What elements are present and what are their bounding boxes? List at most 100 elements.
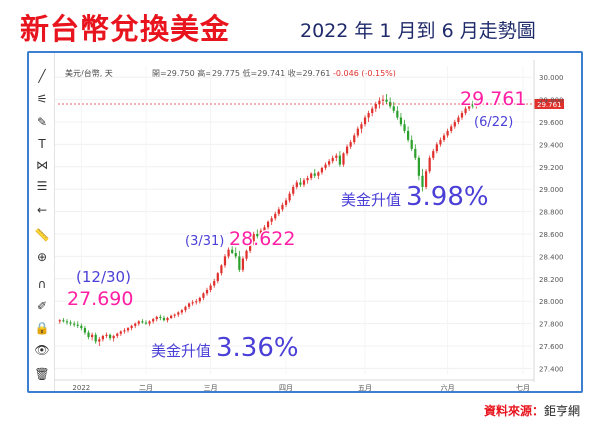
pattern-tool-icon[interactable]: ⋈ bbox=[36, 158, 48, 172]
annotation-gain1-label: 美金升值 bbox=[151, 342, 211, 360]
candle bbox=[292, 184, 295, 196]
candle bbox=[184, 305, 187, 313]
y-tick-label: 29.200 bbox=[539, 164, 564, 172]
candle-body bbox=[184, 306, 187, 311]
ruler-tool-icon[interactable]: 📏 bbox=[34, 228, 50, 242]
candle bbox=[446, 128, 449, 138]
candle-body bbox=[259, 230, 262, 237]
candle-body bbox=[310, 173, 313, 178]
candle-body bbox=[468, 104, 471, 109]
candle bbox=[191, 300, 194, 306]
candle-body bbox=[424, 171, 428, 187]
candle-body bbox=[324, 164, 327, 168]
candle-body bbox=[83, 328, 87, 333]
candle-body bbox=[396, 110, 399, 118]
fib-tool-icon[interactable]: ☰ bbox=[36, 179, 48, 193]
candle-body bbox=[170, 315, 173, 318]
line-tool-icon[interactable]: ╱ bbox=[38, 69, 46, 83]
candle bbox=[173, 313, 176, 318]
candle-body bbox=[91, 334, 94, 338]
candle bbox=[83, 325, 87, 335]
candle bbox=[180, 309, 183, 315]
candle-body bbox=[123, 330, 126, 332]
candle-body bbox=[471, 104, 474, 107]
annotation-end-date: (6/22) bbox=[474, 115, 513, 130]
candle-body bbox=[417, 157, 420, 176]
candle bbox=[435, 142, 438, 154]
brush-tool-icon[interactable]: ✎ bbox=[36, 115, 48, 129]
candle-body bbox=[478, 102, 482, 104]
candle bbox=[148, 320, 151, 326]
y-tick-label: 28.200 bbox=[539, 276, 564, 284]
candle-body bbox=[392, 106, 395, 111]
candle-body bbox=[227, 249, 230, 257]
candle bbox=[263, 225, 266, 234]
candle-body bbox=[58, 320, 61, 322]
candle bbox=[353, 133, 356, 145]
candle bbox=[328, 158, 331, 167]
candle bbox=[471, 100, 474, 109]
y-tick-label: 28.000 bbox=[539, 298, 564, 306]
candle bbox=[177, 311, 180, 317]
hide-drawings-icon[interactable]: ✐ bbox=[36, 299, 48, 313]
candle bbox=[58, 319, 61, 324]
candle bbox=[252, 231, 255, 246]
zoom-in-icon[interactable]: ⊕ bbox=[36, 250, 48, 264]
candle-body bbox=[130, 325, 133, 329]
x-tick-label: 六月 bbox=[441, 383, 455, 392]
candle bbox=[324, 162, 327, 171]
text-tool-icon[interactable]: T bbox=[38, 137, 46, 151]
x-tick-label: 2022 bbox=[72, 384, 90, 392]
candle-body bbox=[266, 221, 270, 228]
candle bbox=[317, 171, 320, 180]
candle-body bbox=[166, 318, 169, 321]
candle-body bbox=[134, 323, 137, 326]
candle-body bbox=[475, 102, 478, 107]
price-axis[interactable]: 27.400 27.600 27.800 28.000 28.200 28.400 28.6… bbox=[533, 60, 564, 382]
candle-body bbox=[220, 265, 223, 274]
pitchfork-tool-icon[interactable]: ⚟ bbox=[36, 92, 48, 106]
candle-body bbox=[198, 297, 201, 302]
candle-body bbox=[187, 303, 191, 307]
candle-body bbox=[263, 227, 266, 231]
candle-body bbox=[292, 186, 295, 194]
lock-icon[interactable]: 🔒 bbox=[34, 321, 50, 335]
trash-icon[interactable]: 🗑 bbox=[34, 367, 50, 381]
candle-body bbox=[119, 331, 122, 334]
candle bbox=[134, 322, 137, 329]
time-axis[interactable]: 2022 二月 三月 四月 五月 六月 七月 bbox=[55, 379, 534, 392]
candle bbox=[432, 148, 435, 161]
candle-body bbox=[159, 316, 162, 318]
candle-body bbox=[177, 312, 180, 315]
candle bbox=[220, 264, 223, 276]
annotation-gain2-pct: 3.98% bbox=[406, 182, 489, 212]
candle bbox=[345, 144, 349, 156]
candle bbox=[202, 292, 205, 301]
eye-icon[interactable]: 👁 bbox=[34, 343, 50, 357]
candle-body bbox=[306, 178, 309, 181]
candle bbox=[338, 151, 341, 167]
magnet-icon[interactable]: ∩ bbox=[37, 277, 47, 291]
candle-body bbox=[363, 117, 367, 125]
candle bbox=[399, 113, 403, 127]
candle bbox=[277, 207, 280, 217]
candle-body bbox=[234, 253, 237, 257]
candle-body bbox=[457, 117, 460, 122]
price-grid bbox=[55, 66, 532, 374]
candle bbox=[288, 191, 291, 203]
candle-body bbox=[281, 204, 284, 210]
candle bbox=[464, 106, 467, 116]
annotation-start-value: 27.690 bbox=[67, 288, 133, 310]
candle bbox=[457, 115, 460, 125]
candle bbox=[76, 321, 79, 329]
ohlc-readout: 美元/台幣, 天 開=29.750 高=29.775 低=29.741 收=29… bbox=[65, 68, 396, 78]
x-tick-label: 二月 bbox=[139, 384, 153, 392]
back-arrow-icon[interactable]: ← bbox=[36, 203, 48, 217]
high-value: 高=29.775 bbox=[195, 68, 240, 78]
candle-body bbox=[126, 328, 130, 331]
candle bbox=[306, 175, 309, 184]
candle-body bbox=[249, 241, 252, 251]
candle bbox=[198, 296, 201, 304]
candle-body bbox=[245, 250, 248, 259]
annotation-start-date: (12/30) bbox=[76, 268, 131, 286]
